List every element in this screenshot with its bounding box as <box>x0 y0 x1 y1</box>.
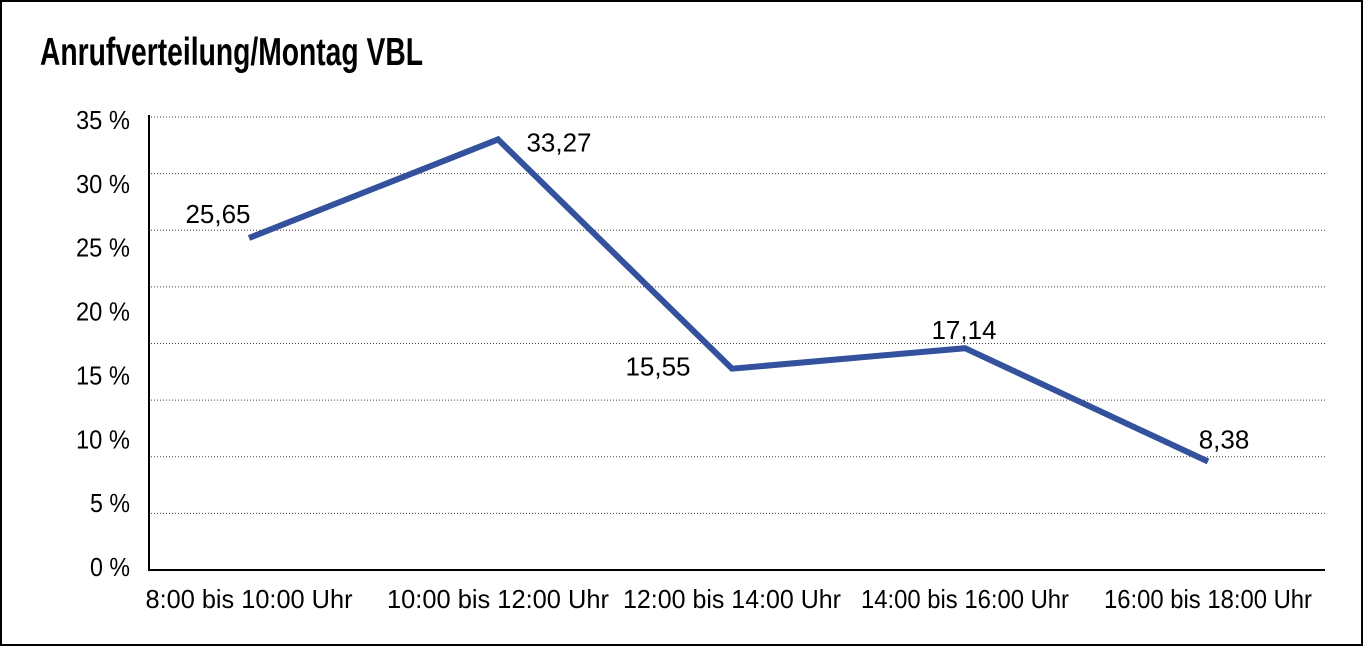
y-tick-label: 0 % <box>90 552 130 582</box>
data-point-label: 33,27 <box>526 127 591 157</box>
y-tick-label: 35 % <box>76 105 130 135</box>
label-layer: 35 % 30 % 25 % 20 % 15 % 10 % 5 % 0 % 8:00 bis 1… <box>76 105 1312 614</box>
x-category-label: 16:00 bis 18:00 Uhr <box>1104 584 1312 614</box>
series-line <box>247 135 1210 465</box>
data-point-label: 15,55 <box>625 352 690 382</box>
x-category-label: 8:00 bis 10:00 Uhr <box>146 584 353 614</box>
x-category-label: 12:00 bis 14:00 Uhr <box>623 584 841 614</box>
series-layer <box>247 135 1210 465</box>
gridline-layer <box>151 116 1325 514</box>
data-point-label: 17,14 <box>931 315 996 345</box>
chart-title: Anrufverteilung/Montag VBL <box>40 31 423 74</box>
x-category-label: 10:00 bis 12:00 Uhr <box>387 584 609 614</box>
data-point-label: 8,38 <box>1199 425 1250 455</box>
axis-layer <box>148 115 1325 571</box>
y-tick-label: 15 % <box>76 360 130 390</box>
y-tick-label: 30 % <box>76 169 130 199</box>
y-tick-label: 25 % <box>76 233 130 263</box>
y-tick-label: 10 % <box>76 424 130 454</box>
data-point-label: 25,65 <box>185 199 250 229</box>
x-category-label: 14:00 bis 16:00 Uhr <box>861 584 1069 614</box>
y-tick-label: 5 % <box>90 488 130 518</box>
y-tick-label: 20 % <box>76 297 130 327</box>
